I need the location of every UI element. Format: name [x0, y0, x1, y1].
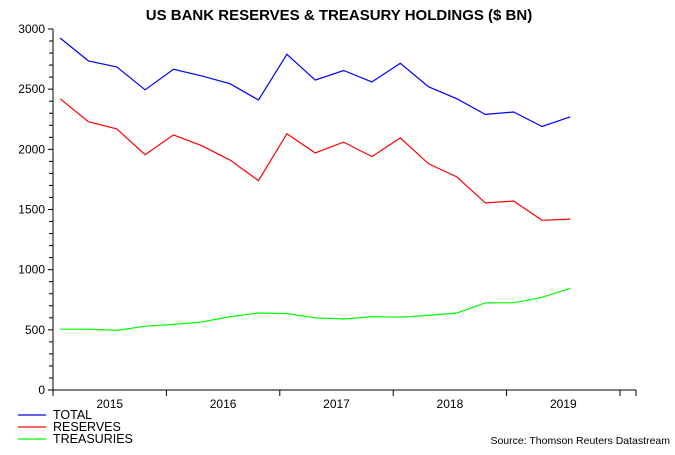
- x-tick-label: 2019: [550, 397, 577, 411]
- series-line-treasuries: [60, 287, 571, 332]
- x-tick-label: 2018: [437, 397, 464, 411]
- y-tick-label: 2500: [18, 82, 45, 96]
- x-tick-label: 2016: [210, 397, 237, 411]
- chart-title: US BANK RESERVES & TREASURY HOLDINGS ($ …: [146, 7, 532, 24]
- y-tick-label: 500: [25, 323, 45, 337]
- x-tick-label: 2017: [323, 397, 350, 411]
- legend-label-total: TOTAL: [53, 408, 92, 422]
- y-tick-label: 3000: [18, 22, 45, 36]
- series-line-total: [59, 37, 571, 128]
- legend-label-reserves: RESERVES: [53, 420, 121, 434]
- x-tick-label: 2015: [96, 397, 123, 411]
- source-note: Source: Thomson Reuters Datastream: [490, 435, 670, 447]
- y-tick-label: 0: [38, 383, 45, 397]
- y-tick-label: 1500: [18, 203, 45, 217]
- y-tick-label: 2000: [18, 142, 45, 156]
- legend-label-treasuries: TREASURIES: [53, 432, 133, 446]
- y-tick-label: 1000: [18, 263, 45, 277]
- series-line-reserves: [59, 98, 571, 221]
